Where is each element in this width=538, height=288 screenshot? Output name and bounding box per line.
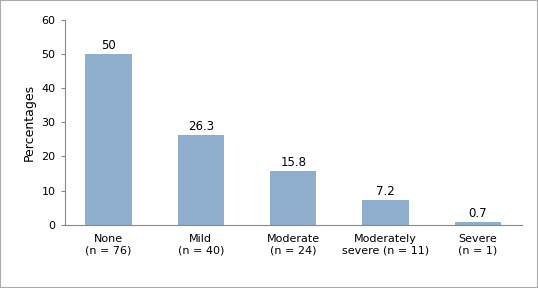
Bar: [178, 135, 224, 225]
Bar: [86, 54, 131, 225]
Text: 50: 50: [101, 39, 116, 52]
Text: 15.8: 15.8: [280, 156, 306, 169]
Text: 26.3: 26.3: [188, 120, 214, 133]
Bar: [455, 222, 501, 225]
Y-axis label: Percentages: Percentages: [23, 84, 36, 161]
Bar: [363, 200, 409, 225]
Text: 0.7: 0.7: [469, 207, 487, 220]
Text: 7.2: 7.2: [376, 185, 395, 198]
Bar: [270, 171, 316, 225]
